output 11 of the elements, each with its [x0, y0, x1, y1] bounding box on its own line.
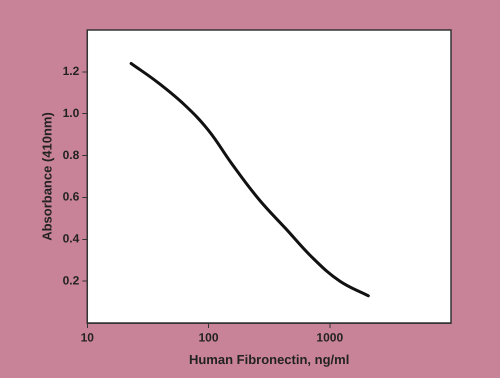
- y-axis-title: Absorbance (410nm): [39, 112, 54, 241]
- x-axis-title: Human Fibronectin, ng/ml: [188, 352, 350, 367]
- y-tick-label: 0.2: [62, 273, 80, 288]
- y-tick-label: 1.2: [62, 64, 80, 78]
- y-tick-label: 0.8: [62, 148, 80, 162]
- x-tick-label: 10: [80, 330, 94, 345]
- x-tick-label: 1000: [316, 330, 344, 345]
- y-tick-label: 1.0: [62, 106, 80, 120]
- y-tick-label: 0.4: [62, 232, 80, 246]
- x-tick-label: 100: [198, 330, 219, 345]
- y-tick-label: 0.6: [62, 190, 80, 204]
